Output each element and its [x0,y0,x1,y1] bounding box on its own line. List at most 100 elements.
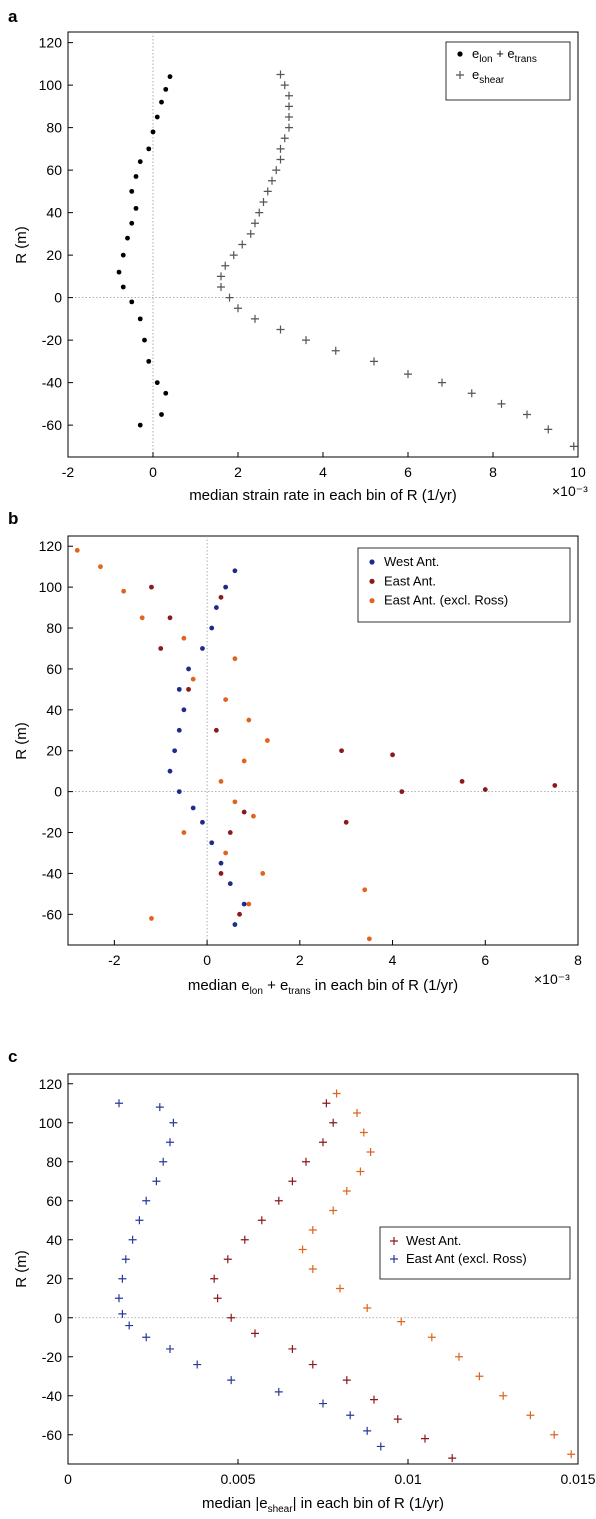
data-point-plus [280,134,289,143]
legend-label: East Ant. [384,573,436,588]
data-point [209,625,215,631]
reference-lines-b [68,536,578,945]
data-point-plus [370,1395,378,1404]
legend-symbol [390,1237,398,1245]
data-point [154,380,160,386]
data-point [98,564,103,570]
x-multiplier-a: ×10⁻³ [552,483,588,499]
legend-b: West Ant. East Ant. East Ant. (excl. Ross) [357,547,571,623]
data-point [125,235,130,241]
x-axis-label-b-sub: trans [288,986,310,997]
legend-box [445,41,571,101]
data-point [190,676,196,682]
data-point-plus [438,378,446,387]
data-point [218,779,224,784]
legend-label: East Ant (excl. Ross) [406,1251,527,1266]
data-point-plus [238,240,247,249]
data-point [227,881,233,887]
x-tick-label: 0 [149,464,157,480]
data-point-plus [193,1360,202,1369]
data-point-plus [342,1376,351,1385]
data-point [241,809,247,815]
data-point-plus [213,1294,222,1303]
data-point [158,646,164,651]
y-tick-label: -40 [42,1388,62,1404]
data-point-plus [421,1434,429,1443]
data-point-plus [229,251,238,260]
data-point [159,412,164,417]
data-point-plus [319,1138,327,1147]
x-tick-label: 6 [481,952,489,968]
data-point-plus [223,1255,232,1264]
legend-label: West Ant. [406,1233,461,1248]
data-point [246,901,252,907]
data-point-plus [363,1426,372,1435]
data-point-plus [234,304,242,313]
y-tick-label: -20 [42,825,62,841]
data-point-plus [263,187,272,196]
data-point [121,588,127,594]
data-point-plus [255,208,264,217]
data-point [227,830,233,835]
data-point-plus [257,1216,266,1225]
data-point [223,584,229,590]
data-point-plus [567,1450,576,1459]
series-2 [74,547,372,942]
data-point [232,568,238,574]
legend-box [379,1226,571,1280]
data-point-plus [227,1313,236,1322]
legend-symbol [457,51,463,57]
data-point [190,805,196,811]
data-point [213,605,219,610]
y-tick-label: 0 [54,290,62,306]
data-point-plus [370,357,378,366]
legend-c: West Ant. East Ant (excl. Ross) [379,1226,571,1280]
data-point-plus [322,1099,331,1108]
data-point [232,799,238,805]
data-point [116,269,122,275]
data-point-plus [332,1089,341,1098]
y-tick-label: 40 [46,1232,62,1248]
x-axis-label-b-part: in each bin of R (1/yr) [311,977,459,994]
y-tick-label: -40 [42,375,62,391]
data-point-plus [115,1294,123,1303]
data-point-plus [280,81,289,90]
data-point [172,748,178,754]
data-point [146,358,152,364]
y-tick-label: 100 [39,1115,63,1131]
y-tick-label: 0 [54,1310,62,1326]
data-point-plus [227,1376,236,1385]
y-axis-label-a: R (m) [13,226,30,264]
data-point-plus [274,1196,283,1205]
data-point-plus [359,1128,368,1137]
data-point [232,922,238,927]
y-tick-label: -40 [42,865,62,881]
series-1 [217,70,578,451]
data-point-plus [276,325,285,334]
x-multiplier-b: ×10⁻³ [534,971,570,987]
legend-a: elon + etrans eshear [445,41,571,101]
data-point [176,727,182,733]
data-point-plus [259,198,268,206]
data-point [129,220,135,226]
y-tick-label: 20 [46,1271,62,1287]
data-point-plus [329,1206,338,1215]
x-tick-label: 6 [404,464,412,480]
x-axis-label-b: median elon + etrans in each bin of R (1… [188,977,458,997]
x-axis-label-c: median |eshear| in each bin of R (1/yr) [202,1495,444,1515]
x-tick-label: 8 [574,952,582,968]
data-point-plus [169,1118,178,1127]
data-point-plus [115,1099,123,1108]
data-point [137,422,143,428]
data-point-plus [221,261,230,270]
data-point-plus [251,1329,259,1338]
series-0 [210,1099,457,1463]
series-0 [167,568,247,927]
legend-symbol [456,71,464,79]
data-point-plus [404,370,412,379]
data-point [150,129,156,135]
y-tick-label: 100 [39,579,63,595]
x-axis-label-b-part: + e [263,977,288,994]
data-point [129,299,135,305]
